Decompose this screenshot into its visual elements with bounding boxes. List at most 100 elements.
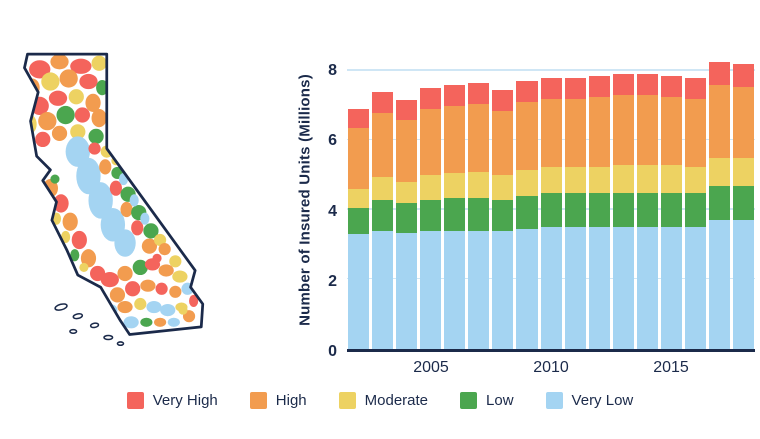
bar-segment-low (516, 196, 538, 230)
gridline-8 (347, 69, 755, 71)
bar-segment-high (540, 98, 562, 167)
x-tick-label-2015: 2015 (653, 359, 689, 376)
bar-2011 (564, 50, 586, 349)
legend-item-high: High (249, 392, 307, 409)
bar-segment-very-low (396, 232, 418, 349)
bar-segment-very-high (372, 91, 394, 113)
bar-segment-low (468, 197, 490, 231)
bar-segment-very-low (684, 227, 706, 349)
bar-segment-moderate (660, 164, 682, 193)
legend-swatch-very-high (126, 392, 144, 409)
bar-2012 (588, 50, 610, 349)
x-tick-label-2010: 2010 (533, 359, 569, 376)
bar-segment-moderate (540, 166, 562, 193)
bar-segment-moderate (733, 157, 755, 186)
bar-segment-very-high (492, 90, 514, 111)
bar-segment-very-high (612, 74, 634, 96)
bar-segment-very-high (468, 83, 490, 104)
bar-segment-high (564, 98, 586, 167)
bar-segment-low (708, 185, 730, 221)
y-axis-title: Number of Insured Units (Millions) (296, 74, 314, 326)
bar-segment-very-low (444, 230, 466, 349)
bars (347, 50, 755, 349)
bar-segment-very-high (420, 88, 442, 110)
bar-2006 (444, 50, 466, 349)
bar-2005 (420, 50, 442, 349)
bar-segment-moderate (684, 166, 706, 193)
bar-segment-very-high (684, 77, 706, 99)
bar-2018 (733, 50, 755, 349)
legend-item-moderate: Moderate (338, 392, 429, 409)
y-axis-ticks: 0 2 4 6 8 (316, 50, 340, 360)
bar-segment-low (684, 192, 706, 228)
bar-2016 (684, 50, 706, 349)
legend-label-high: High (275, 392, 307, 409)
bar-segment-high (733, 86, 755, 158)
bar-segment-low (588, 192, 610, 228)
bar-2013 (612, 50, 634, 349)
bar-segment-very-low (564, 227, 586, 349)
bar-segment-very-low (588, 227, 610, 349)
bar-segment-very-low (516, 229, 538, 349)
legend-swatch-very-low (545, 392, 563, 409)
bar-segment-very-high (348, 109, 370, 129)
bar-segment-low (540, 192, 562, 228)
bar-segment-low (492, 199, 514, 231)
bar-segment-very-high (540, 77, 562, 99)
legend: Very High High Moderate Low Very Low (0, 392, 760, 409)
bar-segment-low (444, 197, 466, 231)
y-tick-label-4: 4 (328, 202, 337, 220)
bar-segment-high (516, 102, 538, 170)
channel-islands (54, 303, 125, 347)
bar-segment-very-high (564, 77, 586, 99)
bar-2017 (708, 50, 730, 349)
bar-segment-low (348, 208, 370, 235)
bar-segment-moderate (564, 166, 586, 193)
bar-segment-very-high (636, 74, 658, 96)
legend-label-low: Low (486, 392, 514, 409)
bar-segment-moderate (396, 182, 418, 203)
y-tick-label-6: 6 (328, 132, 337, 150)
bar-segment-very-high (588, 76, 610, 97)
legend-swatch-moderate (338, 392, 356, 409)
bar-segment-high (588, 96, 610, 167)
bar-segment-very-low (540, 227, 562, 349)
california-risk-map (8, 48, 300, 368)
bar-segment-high (684, 98, 706, 167)
bar-2008 (492, 50, 514, 349)
bar-segment-low (733, 185, 755, 221)
california-outline (23, 52, 205, 336)
bar-segment-very-low (492, 230, 514, 349)
bar-segment-very-low (612, 227, 634, 349)
x-tick-label-2005: 2005 (413, 359, 449, 376)
x-axis-labels: 2005 2010 2015 (347, 359, 755, 379)
y-tick-label-0: 0 (328, 343, 337, 360)
legend-swatch-high (249, 392, 267, 409)
bar-segment-high (420, 109, 442, 176)
bar-segment-low (420, 199, 442, 231)
legend-item-very-high: Very High (126, 392, 218, 409)
bar-segment-very-high (660, 76, 682, 97)
bar-segment-high (492, 110, 514, 176)
bar-segment-very-high (396, 100, 418, 120)
bar-segment-very-low (420, 230, 442, 349)
bar-segment-high (612, 95, 634, 165)
bar-segment-moderate (516, 169, 538, 197)
bar-2004 (396, 50, 418, 349)
y-tick-label-8: 8 (328, 62, 337, 80)
bar-segment-very-low (372, 230, 394, 349)
bar-segment-moderate (636, 164, 658, 193)
y-tick-label-2: 2 (328, 272, 337, 290)
bar-segment-moderate (588, 166, 610, 193)
bar-segment-high (348, 128, 370, 190)
bar-segment-very-high (516, 81, 538, 103)
bar-segment-moderate (612, 164, 634, 193)
bar-segment-very-low (636, 227, 658, 349)
bar-2015 (660, 50, 682, 349)
bar-segment-very-low (468, 230, 490, 349)
bar-segment-moderate (348, 189, 370, 209)
bar-segment-high (636, 95, 658, 165)
legend-label-moderate: Moderate (364, 392, 429, 409)
bar-segment-moderate (372, 176, 394, 200)
bar-segment-low (636, 192, 658, 228)
